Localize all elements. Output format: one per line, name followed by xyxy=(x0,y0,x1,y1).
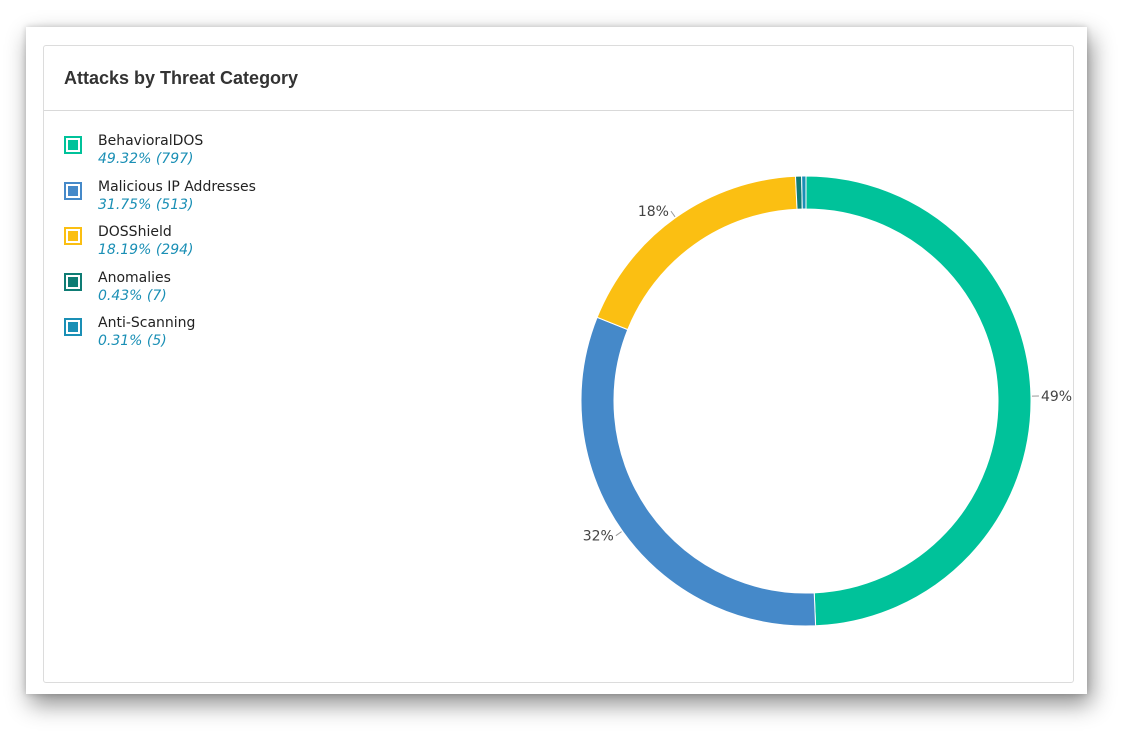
donut-slice-anti-scanning[interactable] xyxy=(801,175,807,210)
donut-slice-behavioraldos[interactable] xyxy=(805,175,1032,627)
legend-label: Anomalies xyxy=(98,269,171,286)
legend-item-dosshield[interactable]: DOSShield 18.19% (294) xyxy=(64,223,364,269)
chart-panel: Attacks by Threat Category BehavioralDOS… xyxy=(43,45,1074,683)
legend-item-behavioraldos[interactable]: BehavioralDOS 49.32% (797) xyxy=(64,132,364,178)
legend-stat: 31.75% (513) xyxy=(98,196,194,213)
donut-slice-malicious-ip[interactable] xyxy=(580,316,817,627)
panel-header: Attacks by Threat Category xyxy=(44,46,1073,111)
legend-stat: 0.43% (7) xyxy=(98,287,167,304)
legend-label: DOSShield xyxy=(98,224,172,240)
chart-window: Attacks by Threat Category BehavioralDOS… xyxy=(26,27,1087,694)
legend-item-anomalies[interactable]: Anomalies 0.43% (7) xyxy=(64,269,364,315)
legend-stat: 49.32% (797) xyxy=(98,151,194,167)
donut-slice-dosshield[interactable] xyxy=(596,175,798,331)
data-label-leader xyxy=(670,210,676,218)
legend-stat: 18.19% (294) xyxy=(98,242,194,258)
legend-swatch xyxy=(64,318,82,336)
data-label-behavioraldos: 49% xyxy=(1041,389,1072,405)
legend-swatch xyxy=(64,136,82,154)
donut-chart: 49% 32% 18% xyxy=(580,175,1072,627)
legend-item-anti-scanning[interactable]: Anti-Scanning 0.31% (5) xyxy=(64,314,364,360)
data-label-malicious-ip: 32% xyxy=(583,529,614,545)
legend-stat: 0.31% (5) xyxy=(98,333,167,349)
legend-swatch xyxy=(64,181,82,200)
data-label-leader xyxy=(615,531,622,537)
legend-label: Malicious IP Addresses xyxy=(98,178,256,195)
panel-title: Attacks by Threat Category xyxy=(64,67,299,88)
chart-legend: BehavioralDOS 49.32% (797) Malicious IP … xyxy=(64,132,364,360)
legend-item-malicious-ip[interactable]: Malicious IP Addresses 31.75% (513) xyxy=(64,178,364,224)
legend-label: BehavioralDOS xyxy=(98,133,204,149)
legend-label: Anti-Scanning xyxy=(98,315,196,331)
legend-swatch xyxy=(64,227,82,245)
legend-swatch xyxy=(64,272,82,291)
data-label-dosshield: 18% xyxy=(638,204,669,220)
